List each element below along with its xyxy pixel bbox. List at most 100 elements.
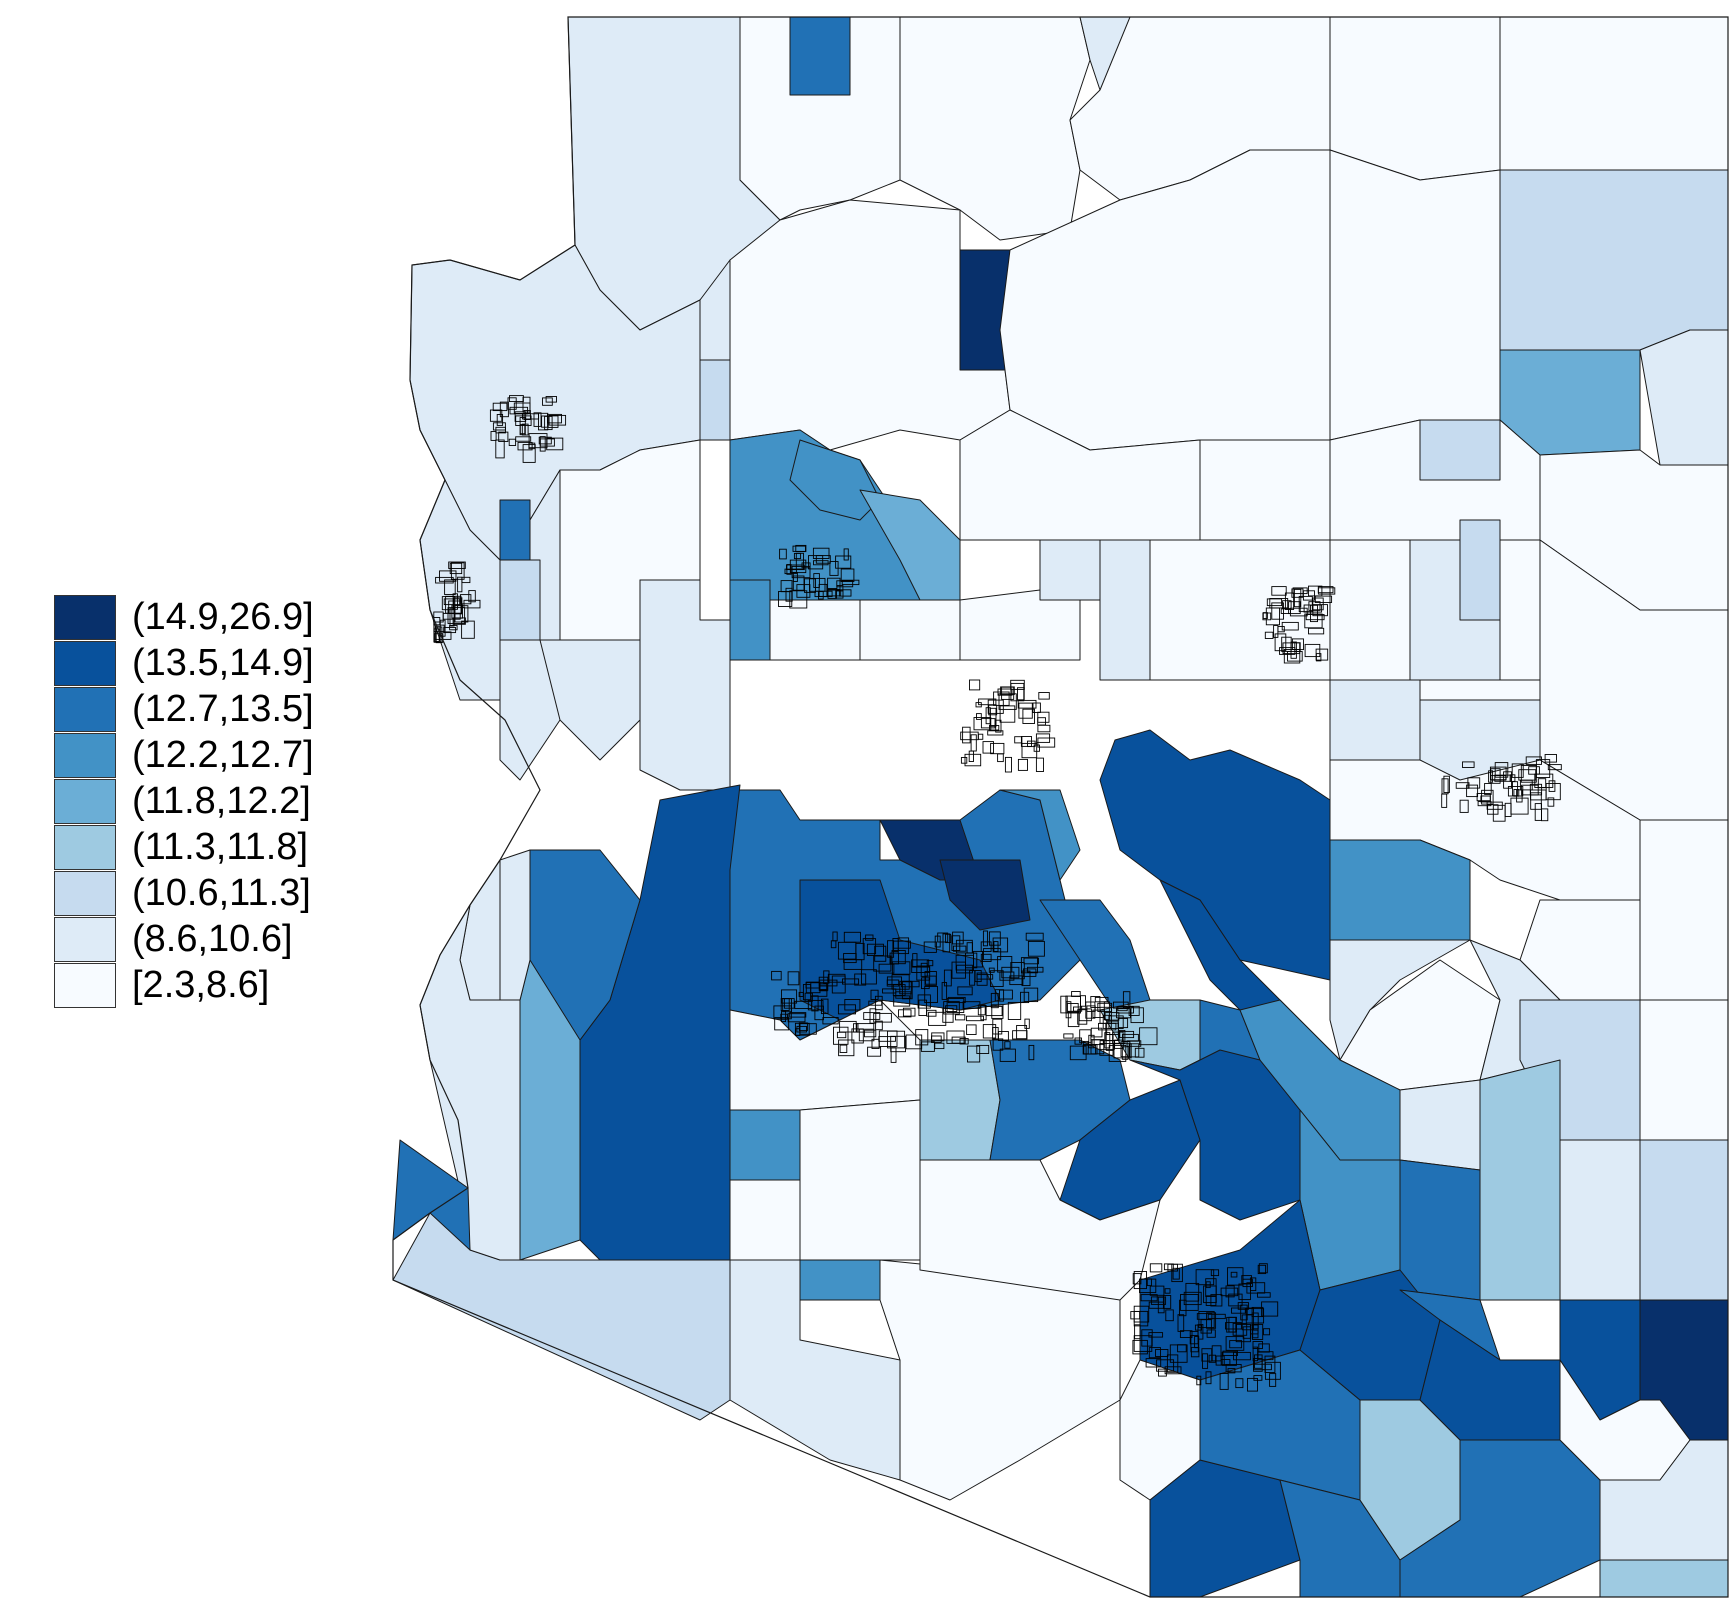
tract-cell: [1246, 1282, 1266, 1294]
tract-cell: [780, 1013, 788, 1020]
tract-cell: [808, 555, 824, 570]
tract-cell: [815, 555, 831, 564]
tract-cell: [508, 438, 517, 446]
tract-cell: [1162, 1295, 1172, 1309]
tract-cell: [1253, 1375, 1263, 1381]
tract-cell: [1195, 1269, 1215, 1286]
tract-cell: [916, 965, 931, 981]
legend-item: (8.6,10.6]: [54, 916, 314, 962]
tract-cell: [782, 998, 792, 1013]
tract-cell: [517, 441, 533, 451]
tract-cell: [980, 1005, 987, 1021]
tract-cell: [781, 989, 798, 1004]
map-region: [879, 1259, 1121, 1501]
tract-cell: [1528, 766, 1540, 775]
tract-cell: [1167, 1263, 1178, 1272]
tract-cell: [955, 954, 974, 971]
tract-cell: [1079, 1029, 1092, 1044]
tract-cell: [778, 591, 793, 607]
tract-cell: [1027, 966, 1044, 973]
tract-cell: [514, 411, 527, 422]
tract-cell: [891, 974, 910, 990]
tract-cell: [842, 978, 860, 985]
tract-cell: [864, 1029, 877, 1038]
tract-cell: [433, 611, 444, 623]
legend-label: (11.3,11.8]: [132, 826, 309, 868]
map-region: [699, 359, 731, 441]
tract-cell: [1537, 778, 1547, 789]
tract-cell: [1104, 1012, 1120, 1021]
tract-cell: [955, 1014, 966, 1021]
tract-cell: [866, 943, 884, 956]
tract-cell: [819, 983, 828, 990]
tract-cell: [1504, 802, 1512, 817]
tract-cell: [1037, 724, 1051, 733]
tract-cell: [956, 964, 973, 974]
tract-cell: [874, 945, 887, 962]
map-region: [1149, 539, 1331, 681]
tract-cell: [951, 935, 961, 951]
tract-cell: [1078, 1008, 1092, 1022]
map-region: [799, 1259, 881, 1301]
tract-cell: [1149, 1285, 1165, 1296]
tract-cell: [1280, 608, 1291, 614]
tract-cell: [869, 1008, 877, 1024]
tract-cell: [934, 1042, 945, 1050]
tract-cell: [1317, 586, 1334, 594]
tract-cell: [870, 989, 879, 1000]
tract-cell: [1225, 1285, 1235, 1298]
tract-cell: [1258, 1263, 1268, 1274]
tract-cell: [924, 986, 938, 1003]
tract-cell: [878, 963, 895, 974]
tract-cell: [798, 991, 804, 997]
tract-cell: [924, 971, 937, 986]
tract-cell: [1134, 1047, 1145, 1058]
tract-cell: [1441, 778, 1449, 795]
tract-cell: [1080, 995, 1086, 1007]
tract-cell: [1263, 1328, 1271, 1336]
tract-cell: [987, 730, 1004, 736]
tract-cell: [1140, 1294, 1158, 1302]
tract-cell: [1112, 1031, 1124, 1044]
tract-cell: [1225, 1322, 1242, 1330]
tract-cell: [779, 548, 787, 560]
tract-cell: [1023, 987, 1039, 1003]
tract-cell: [1025, 932, 1044, 941]
tract-cell: [836, 1031, 847, 1039]
tract-cell: [1022, 708, 1035, 724]
legend-swatch: [54, 870, 116, 916]
tract-cell: [792, 575, 805, 591]
tract-cell: [787, 971, 800, 986]
tract-cell: [988, 931, 1001, 946]
tract-cell: [812, 547, 830, 559]
tract-cell: [805, 982, 820, 989]
map-region: [1329, 16, 1501, 181]
tract-cell: [1251, 1312, 1259, 1330]
tract-cell: [1133, 1310, 1149, 1327]
tract-cell: [1022, 968, 1037, 977]
tract-cell: [1004, 756, 1012, 773]
tract-cell: [1116, 1008, 1131, 1019]
tract-cell: [1547, 764, 1562, 771]
tract-cell: [791, 565, 811, 579]
legend-label: (8.6,10.6]: [132, 918, 293, 960]
map-region: [1599, 1559, 1729, 1598]
tract-cell: [1509, 774, 1516, 782]
tract-cell: [863, 1012, 881, 1020]
tract-cell: [901, 981, 913, 1000]
map-region: [1099, 539, 1151, 681]
tract-cell: [851, 1028, 864, 1044]
map-region: [959, 589, 1081, 661]
tract-cell: [1222, 1350, 1238, 1356]
tract-cell: [1183, 1291, 1202, 1306]
tract-cell: [1017, 687, 1025, 701]
tract-cell: [836, 580, 854, 588]
tract-cell: [1122, 1033, 1139, 1042]
tract-cell: [843, 959, 863, 970]
tract-cell: [1261, 1301, 1279, 1317]
tract-cell: [898, 1009, 912, 1018]
tract-cell: [915, 1029, 929, 1046]
tract-cell: [1035, 757, 1044, 772]
tract-cell: [1200, 1319, 1212, 1334]
tract-cell: [968, 750, 974, 762]
